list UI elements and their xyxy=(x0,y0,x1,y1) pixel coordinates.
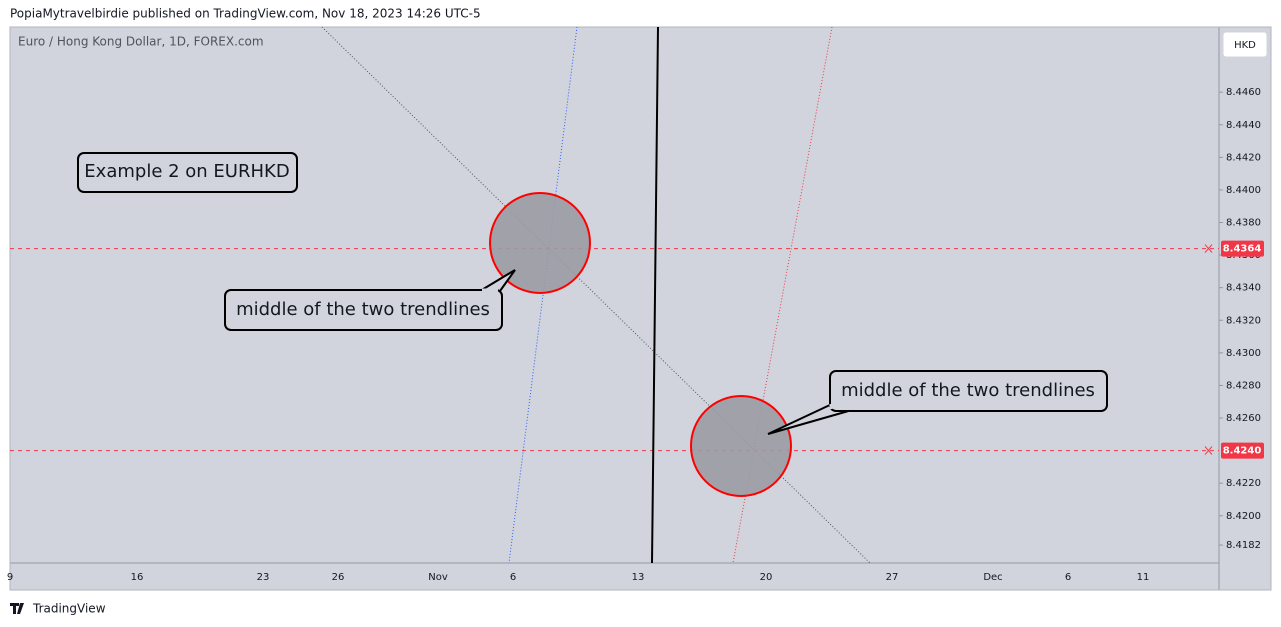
x-tick-label: 6 xyxy=(1065,572,1071,583)
y-tick-label: 8.4320 xyxy=(1226,315,1261,326)
line-end-marker xyxy=(1204,244,1213,253)
vertical-line xyxy=(651,26,659,564)
line-end-marker xyxy=(1204,446,1213,455)
trendline xyxy=(732,26,833,564)
price-label: 8.4364 xyxy=(1223,244,1262,255)
x-tick-label: 23 xyxy=(257,572,270,583)
callout: middle of the two trendlines xyxy=(841,380,1095,401)
y-tick-label: 8.4460 xyxy=(1226,87,1261,98)
y-tick-label: 8.4400 xyxy=(1226,185,1261,196)
frame xyxy=(9,26,1272,591)
callout: middle of the two trendlines xyxy=(236,299,490,320)
circle xyxy=(489,192,591,294)
x-tick-label: 27 xyxy=(886,572,899,583)
y-tick-label: 8.4380 xyxy=(1226,218,1261,229)
callout-box xyxy=(224,289,503,331)
x-tick-label: 16 xyxy=(131,572,144,583)
x-tick-label: 26 xyxy=(332,572,345,583)
note-box xyxy=(77,152,298,193)
currency-button[interactable] xyxy=(1222,31,1268,58)
circle xyxy=(690,395,792,497)
x-tick-label: 11 xyxy=(1137,572,1150,583)
x-tick-label: Dec xyxy=(983,572,1002,583)
x-tick-label: 20 xyxy=(760,572,773,583)
note: Example 2 on EURHKD xyxy=(84,161,289,182)
y-tick-label: 8.4182 xyxy=(1226,540,1261,551)
plot-area xyxy=(10,27,1219,563)
x-tick-label: 6 xyxy=(510,572,516,583)
symbol-title: Euro / Hong Kong Dollar, 1D, FOREX.com xyxy=(18,35,264,49)
currency: HKD xyxy=(1234,40,1256,51)
callout-box xyxy=(829,370,1108,412)
price-axis xyxy=(1219,27,1271,590)
price-label-box xyxy=(1221,442,1264,459)
time-axis xyxy=(10,563,1219,590)
y-tick-label: 8.4220 xyxy=(1226,478,1261,489)
drawings: Example 2 on EURHKD middle of the two tr… xyxy=(77,26,1108,564)
y-tick-label: 8.4440 xyxy=(1226,120,1261,131)
callout-pointer xyxy=(479,269,516,292)
logo xyxy=(10,603,24,614)
y-tick-label: 8.4300 xyxy=(1226,348,1261,359)
y-tick-label: 8.4420 xyxy=(1226,152,1261,163)
x-tick-label: 13 xyxy=(632,572,645,583)
y-tick-label: 8.4200 xyxy=(1226,511,1261,522)
x-tick-label: 9 xyxy=(7,572,13,583)
trendline xyxy=(508,26,578,564)
y-tick-label: 8.4340 xyxy=(1226,283,1261,294)
x-tick-label: Nov xyxy=(428,572,448,583)
callout-pointer xyxy=(767,403,853,435)
y-tick-label: 8.4280 xyxy=(1226,380,1261,391)
brand: TradingView xyxy=(32,602,106,616)
header: PopiaMytravelbirdie published on Trading… xyxy=(10,7,481,21)
price-label-box xyxy=(1221,240,1264,257)
y-tick-label: 8.4260 xyxy=(1226,413,1261,424)
price-label: 8.4240 xyxy=(1223,446,1262,457)
